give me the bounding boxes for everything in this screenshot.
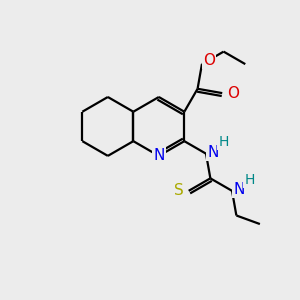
- Text: N: N: [153, 148, 164, 164]
- Text: H: H: [218, 136, 229, 149]
- Text: N: N: [208, 145, 219, 160]
- Text: H: H: [244, 173, 255, 187]
- Text: O: O: [227, 85, 239, 100]
- Text: S: S: [174, 183, 183, 198]
- Text: O: O: [203, 53, 215, 68]
- Text: N: N: [233, 182, 245, 197]
